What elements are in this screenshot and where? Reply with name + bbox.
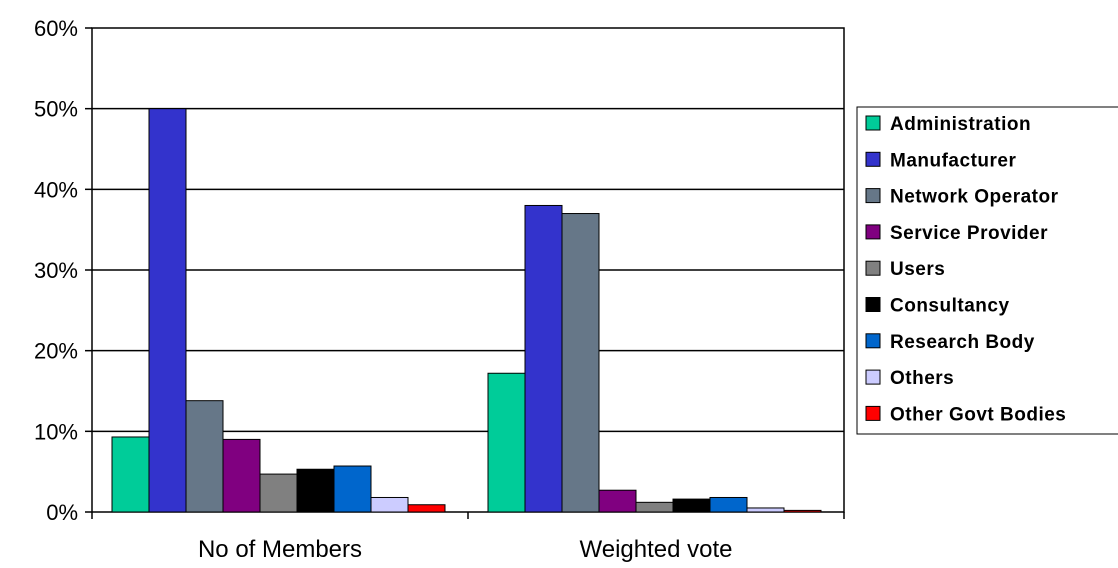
bar-research-body: [333, 465, 372, 513]
bar-manufacturer: [148, 108, 187, 513]
legend-swatch: [865, 260, 881, 276]
bar-administration: [487, 372, 526, 513]
legend-label: Service Provider: [890, 223, 1048, 244]
bar-service-provider: [222, 438, 261, 513]
bar-network-operator: [185, 400, 224, 513]
legend-swatch: [865, 297, 881, 312]
legend-label: Research Body: [890, 332, 1035, 353]
legend-label: Administration: [890, 114, 1031, 135]
legend-label: Consultancy: [890, 296, 1010, 317]
legend-label: Other Govt Bodies: [890, 404, 1066, 425]
y-tick-label: 40%: [34, 177, 78, 202]
legend-swatch: [865, 333, 881, 349]
legend-swatch: [865, 115, 881, 131]
category-labels: No of Members Weighted vote: [198, 536, 733, 563]
bar-users: [259, 473, 298, 513]
y-tick-label: 10%: [34, 419, 78, 444]
legend-label: Users: [890, 259, 945, 280]
bar-research-body: [709, 496, 748, 513]
legend-label: Others: [890, 368, 954, 389]
legend: Administration Manufacturer Network Operat…: [856, 106, 1118, 435]
bar-others: [746, 507, 785, 513]
bars: [111, 108, 822, 513]
bar-consultancy: [672, 498, 711, 513]
bar-network-operator: [561, 213, 600, 513]
category-label: No of Members: [198, 536, 362, 563]
bar-service-provider: [598, 489, 637, 513]
category-label: Weighted vote: [580, 536, 733, 563]
bar-other-govt-bodies: [407, 504, 446, 513]
legend-swatch: [865, 405, 881, 421]
bar-manufacturer: [524, 204, 563, 513]
legend-swatch: [865, 369, 881, 385]
y-tick-label: 30%: [34, 258, 78, 283]
legend-swatch: [865, 224, 881, 240]
axes: [91, 512, 845, 519]
y-tick-label: 50%: [34, 97, 78, 122]
y-tick-labels: 0% 10% 20% 30% 40% 50% 60%: [34, 16, 78, 525]
bar-consultancy: [296, 468, 335, 513]
bar-users: [635, 501, 674, 513]
bar-administration: [111, 436, 150, 513]
legend-label: Manufacturer: [890, 150, 1016, 171]
y-tick-label: 0%: [46, 500, 78, 525]
legend-swatch: [865, 151, 881, 167]
bar-other-govt-bodies: [783, 509, 822, 513]
y-tick-label: 20%: [34, 339, 78, 364]
legend-swatch: [865, 188, 881, 204]
bar-others: [370, 496, 409, 513]
y-tick-label: 60%: [34, 16, 78, 41]
legend-label: Network Operator: [890, 187, 1059, 208]
legend-box: [856, 106, 1118, 435]
